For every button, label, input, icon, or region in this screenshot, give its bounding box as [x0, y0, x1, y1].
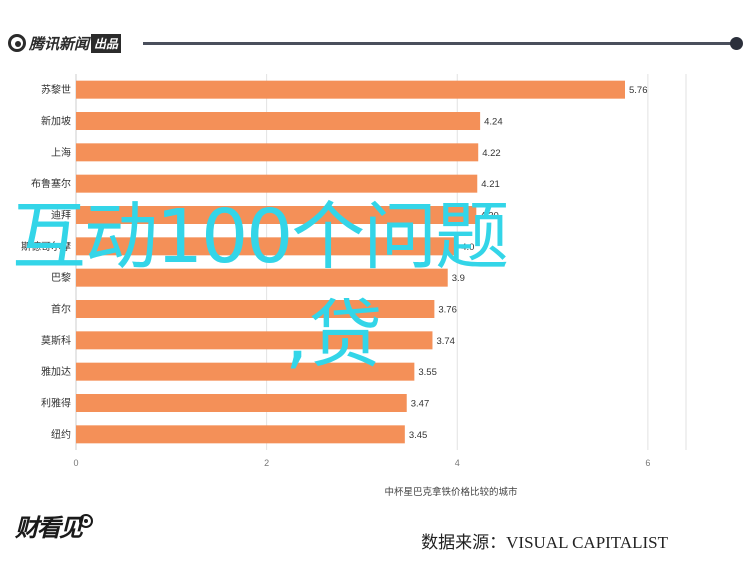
- eye-icon: [79, 513, 93, 528]
- value-label: 4.0: [461, 242, 474, 253]
- bar: [76, 425, 405, 444]
- header-bar: 腾讯新闻 出品: [8, 30, 743, 56]
- x-tick-label: 6: [645, 458, 650, 468]
- overlay-title: 互动100个问题: [12, 194, 509, 280]
- value-label: 4.22: [482, 148, 501, 159]
- value-label: 4.24: [484, 117, 503, 128]
- category-label: 巴黎: [51, 271, 71, 284]
- bar: [76, 143, 479, 162]
- value-label: 4.20: [480, 211, 499, 222]
- overlay-subtitle: ,贷: [285, 292, 383, 378]
- category-label: 莫斯科: [41, 334, 71, 347]
- header-dot-icon: [730, 37, 743, 50]
- category-label: 上海: [51, 146, 71, 159]
- x-tick-label: 4: [455, 458, 460, 468]
- bar: [76, 237, 458, 256]
- logo-text: 腾讯新闻: [29, 34, 90, 53]
- category-label: 利雅得: [41, 397, 71, 410]
- value-label: 3.47: [411, 399, 430, 410]
- x-tick-label: 0: [73, 458, 78, 468]
- bar: [76, 174, 478, 193]
- category-label: 苏黎世: [41, 83, 71, 96]
- bar: [76, 394, 407, 412]
- bar: [76, 268, 448, 287]
- logo-tag: 出品: [91, 33, 122, 53]
- bar: [76, 331, 433, 350]
- bar: [76, 300, 435, 318]
- value-label: 3.9: [452, 273, 465, 284]
- value-label: 5.76: [629, 85, 648, 96]
- bar: [76, 80, 625, 99]
- category-label: 首尔: [51, 303, 71, 316]
- brand-logo: 财看见: [15, 508, 93, 543]
- category-label: 迪拜: [51, 210, 71, 222]
- value-label: 4.21: [481, 179, 500, 190]
- value-label: 3.74: [436, 336, 455, 347]
- category-label: 纽约: [51, 428, 71, 441]
- tencent-news-icon: [8, 34, 26, 52]
- brand-text: 财看见: [15, 514, 83, 542]
- tencent-news-logo: 腾讯新闻 出品: [8, 30, 122, 56]
- category-label: 新加坡: [41, 115, 71, 128]
- x-tick-label: 2: [264, 458, 269, 468]
- value-label: 3.76: [438, 305, 457, 316]
- x-axis-label: 中杯星巴克拿铁价格比较的城市: [384, 486, 518, 498]
- category-label: 雅加达: [41, 365, 71, 378]
- header-divider: [143, 42, 735, 45]
- category-label: 斯德哥尔摩: [21, 240, 71, 253]
- bar-chart: 0 2 4 6 苏黎世 5.76 新加坡 4.24 上海 4.22 布鲁塞尔 4.21 迪拜 4.20 斯德…: [21, 74, 687, 498]
- category-label: 布鲁塞尔: [31, 177, 71, 190]
- bar: [76, 112, 481, 130]
- data-source: 数据来源：VISUAL CAPITALIST: [421, 533, 668, 552]
- value-label: 3.55: [418, 367, 437, 378]
- value-label: 3.45: [409, 430, 428, 441]
- bar: [76, 206, 477, 224]
- bar: [76, 362, 415, 381]
